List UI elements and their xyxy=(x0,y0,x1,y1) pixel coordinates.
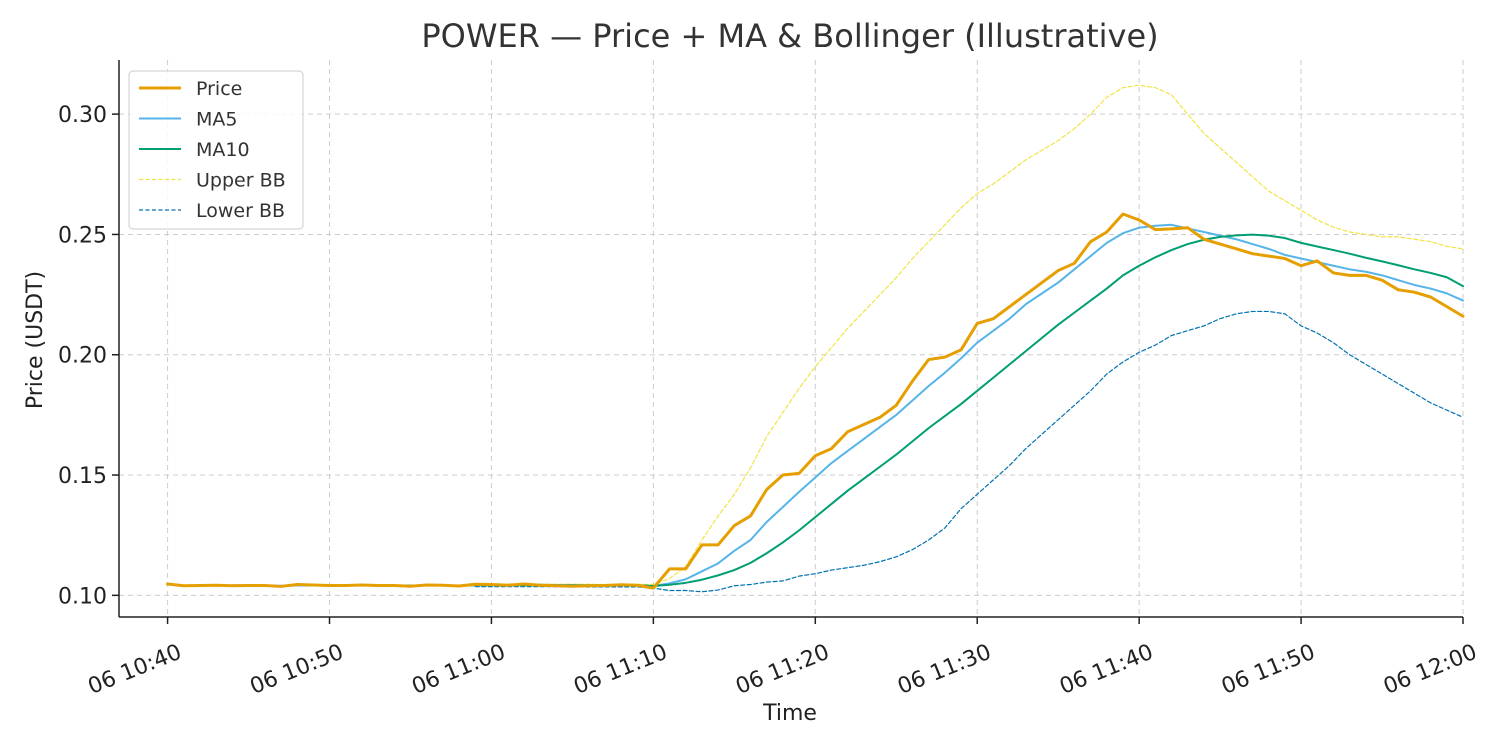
legend-label: MA5 xyxy=(196,109,237,131)
y-tick-label: 0.20 xyxy=(58,344,107,369)
y-tick-label: 0.15 xyxy=(58,464,107,489)
y-tick-label: 0.10 xyxy=(58,584,107,609)
legend-label: MA10 xyxy=(196,139,250,161)
y-axis-label: Price (USDT) xyxy=(23,271,48,409)
legend-label: Price xyxy=(196,78,242,100)
chart-title: POWER — Price + MA & Bollinger (Illustra… xyxy=(421,17,1158,55)
legend-label: Lower BB xyxy=(196,200,285,222)
axes-layer xyxy=(118,60,1463,618)
y-tick-label: 0.30 xyxy=(58,103,107,128)
legend-box xyxy=(128,70,304,230)
y-tick-label: 0.25 xyxy=(58,223,107,248)
series-line-price xyxy=(166,212,1465,590)
legend-label: Upper BB xyxy=(196,170,286,192)
x-axis-label: Time xyxy=(762,701,817,726)
legend: Price MA5 MA10 Upper BB Lower BB xyxy=(128,70,304,230)
series-layer xyxy=(166,84,1465,593)
